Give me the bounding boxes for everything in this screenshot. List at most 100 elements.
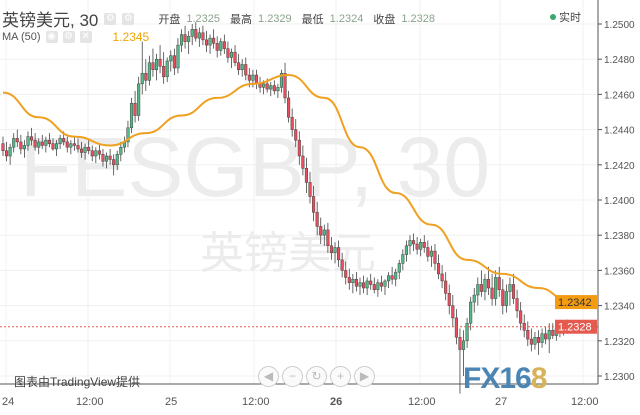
candle-body [237, 62, 241, 71]
candles [1, 22, 573, 394]
candle-body [251, 74, 255, 81]
candle-body [465, 322, 469, 342]
candle [176, 38, 180, 74]
candle-body [387, 275, 391, 282]
zoom-out-icon[interactable]: − [282, 366, 303, 387]
zoom-in-icon[interactable]: + [330, 366, 351, 387]
watermark-name: 英镑美元 [200, 229, 376, 278]
ma-line [2, 74, 571, 304]
candle-body [497, 277, 501, 291]
close-icon[interactable]: ✕ [79, 31, 92, 43]
candle-body [433, 250, 437, 264]
eye-icon[interactable]: ◉ [45, 31, 58, 43]
candle [344, 261, 348, 285]
candle-body [179, 34, 184, 46]
candle [258, 76, 262, 93]
y-tick-label: 1.2420 [604, 161, 635, 172]
candle [97, 143, 101, 160]
candle [297, 131, 301, 165]
candle [515, 289, 519, 318]
candle-body [469, 301, 473, 324]
candle-body [154, 58, 159, 71]
candle-body [390, 275, 394, 280]
candle [112, 154, 116, 176]
format-icon[interactable]: ⚙ [122, 12, 135, 25]
x-tick: 12:00 [408, 396, 436, 408]
scroll-left-icon[interactable]: ◀ [258, 366, 279, 387]
candle [204, 31, 209, 53]
candle [501, 279, 505, 315]
candle-body [422, 241, 426, 248]
candle-body [137, 83, 141, 116]
candle-body [304, 168, 308, 183]
candle [387, 272, 391, 288]
candle [522, 314, 526, 338]
candle [394, 268, 398, 287]
candle-body [147, 62, 151, 81]
grid [0, 0, 598, 384]
reset-icon[interactable]: ↻ [306, 366, 327, 387]
candle [401, 249, 405, 271]
indicator-label[interactable]: MA (50) [2, 31, 41, 43]
candle-body [97, 150, 101, 155]
candle [461, 330, 466, 376]
candle-body [40, 141, 44, 146]
candle-body [444, 280, 448, 294]
candle-body [504, 291, 508, 306]
candle-body [72, 143, 76, 146]
candle [426, 240, 430, 262]
candle [326, 222, 330, 253]
realtime-status: 实时 [550, 9, 581, 25]
candle [376, 279, 380, 297]
status-dot-icon [550, 14, 556, 20]
candle-body [533, 337, 537, 345]
candle [301, 145, 305, 176]
candle [229, 48, 234, 68]
candle-body [397, 263, 401, 273]
candle-body [426, 247, 430, 257]
candle-body [87, 146, 91, 151]
candle [358, 277, 362, 296]
candle [494, 270, 498, 306]
candle [272, 80, 276, 95]
candle [440, 265, 444, 288]
candle-body [529, 338, 533, 345]
candle-body [269, 85, 273, 90]
candle [147, 55, 151, 86]
candle [65, 136, 69, 153]
candle-body [461, 340, 466, 350]
indicator-value: 1.2345 [112, 30, 150, 44]
candle [30, 127, 34, 146]
candle [55, 140, 59, 156]
settings-icon[interactable]: ⚙ [104, 12, 117, 25]
candle-body [544, 333, 548, 340]
candle [119, 141, 123, 162]
candle-body [511, 284, 516, 299]
candle-body [408, 240, 412, 247]
candle [244, 57, 248, 81]
candle [547, 323, 551, 354]
y-tick-label: 1.2320 [604, 337, 635, 348]
x-tick: 27 [495, 396, 508, 408]
candle [476, 277, 480, 306]
candle [486, 266, 491, 296]
scroll-right-icon[interactable]: ▶ [354, 366, 375, 387]
candle-body [172, 55, 176, 69]
candle [337, 240, 341, 267]
candle-body [483, 278, 487, 292]
candle [208, 34, 212, 54]
candle-body [262, 83, 266, 88]
candle-body [472, 294, 476, 303]
candle-body [536, 337, 541, 343]
candle [511, 273, 516, 304]
credit-text[interactable]: 图表由TradingView提供 [14, 375, 141, 389]
candle [233, 45, 237, 67]
candle [390, 266, 394, 285]
candle-body [301, 155, 305, 169]
candle [254, 69, 259, 90]
settings-icon[interactable]: ⚙ [62, 31, 75, 43]
candle-body [526, 329, 530, 340]
candle [1, 136, 5, 156]
symbol-title[interactable]: 英镑美元, 30 [2, 11, 99, 30]
